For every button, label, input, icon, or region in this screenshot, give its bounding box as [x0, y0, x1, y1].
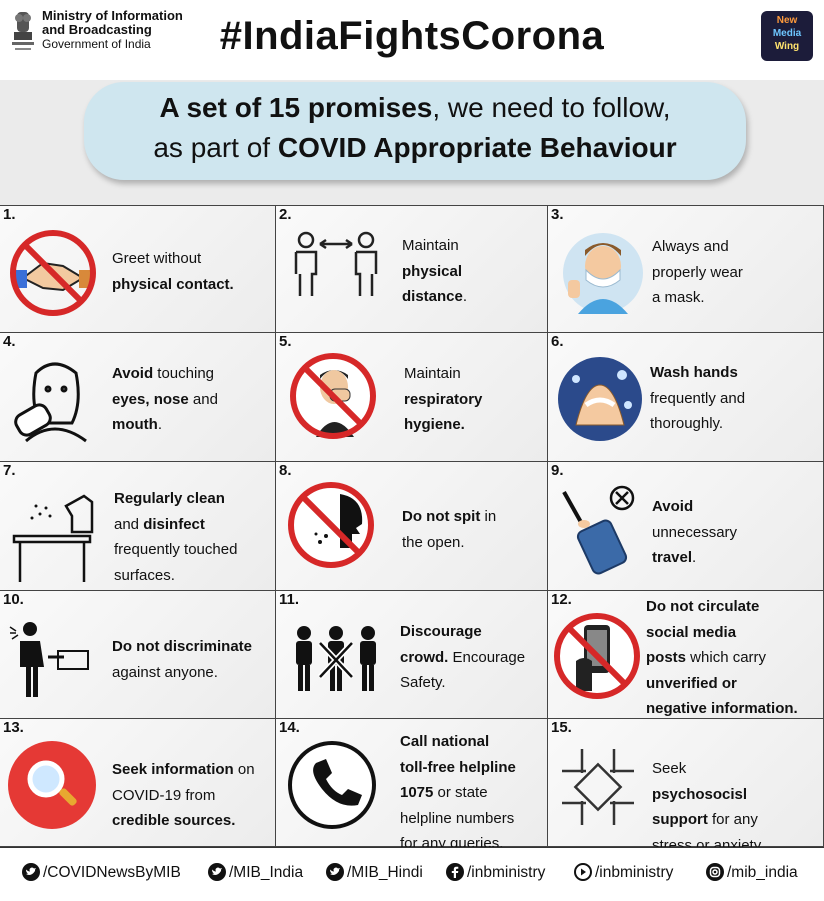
promise-number: 7. [3, 462, 16, 479]
promise-cell-2: 2. Maintain physical distance. [276, 205, 548, 333]
logo-line-3: Wing [774, 41, 800, 52]
social-handle-label: /inbministry [467, 864, 546, 881]
promise-text: Regularly clean and disinfect frequently t… [114, 490, 238, 584]
joined-hands-icon [552, 741, 644, 837]
facebook-icon [446, 863, 467, 881]
twitter-icon [208, 863, 229, 881]
promise-text: Do not circulate social media posts which … [646, 598, 798, 717]
promise-cell-11: 11. Discourage crowd. Encourage Safety. [276, 591, 548, 719]
promise-cell-12: 12. Do not circulate social media posts whi… [548, 591, 824, 719]
masked-person-icon [558, 228, 648, 318]
promise-text: Maintain respiratory hygiene. [404, 365, 483, 433]
banner-area: A set of 15 promises, we need to follow,… [0, 80, 824, 205]
logo-line-1: New [776, 15, 798, 26]
promise-number: 8. [279, 462, 292, 479]
physical-distance-icon [290, 230, 382, 304]
promise-text: Avoid unnecessary travel. [652, 498, 738, 566]
hashtag-title: #IndiaFightsCorona [219, 14, 605, 58]
promise-cell-9: 9. Avoid unnecessary travel. [548, 462, 824, 591]
promise-text: Avoid touching eyes, nose and mouth. [112, 365, 218, 433]
logo-line-2: Media [772, 28, 802, 39]
search-info-icon [0, 741, 104, 833]
social-handle-twitter[interactable]: /MIB_Hindi [326, 863, 423, 882]
hand-wash-icon [556, 355, 644, 447]
promise-number: 15. [551, 719, 572, 736]
promise-text: Call national toll-free helpline 1075 or s… [400, 733, 516, 852]
promise-text: Seek information on COVID-19 from credible… [112, 761, 255, 829]
promise-text: Discourage crowd. Encourage Safety. [400, 623, 526, 691]
banner-line-2: as part of COVID Appropriate Behaviour [84, 132, 746, 164]
promise-cell-14: 14. Call national toll-free helpline 1075 o… [276, 719, 548, 852]
promise-number: 9. [551, 462, 564, 479]
social-handle-facebook[interactable]: /inbministry [446, 863, 545, 882]
youtube-icon [574, 863, 595, 881]
promise-text: Maintain physical distance. [402, 237, 468, 305]
discrimination-icon [8, 617, 100, 707]
promise-text: Seek psychosocisl support for any stress o… [652, 760, 765, 854]
no-crowd-icon [290, 623, 382, 697]
ministry-line-2: and Broadcasting [42, 22, 152, 37]
promise-cell-6: 6. Wash hands frequently and thoroughly. [548, 333, 824, 462]
promise-number: 14. [279, 719, 300, 736]
promise-number: 13. [3, 719, 24, 736]
national-emblem-icon [12, 12, 34, 50]
promises-banner: A set of 15 promises, we need to follow,… [84, 82, 746, 180]
promise-number: 4. [3, 333, 16, 350]
promise-cell-10: 10. Do not discriminate against anyone. [0, 591, 276, 719]
promise-number: 10. [3, 591, 24, 608]
promise-cell-7: 7. Regularly clean and disinfect frequently… [0, 462, 276, 591]
twitter-icon [326, 863, 347, 881]
banner-line-2-bold: COVID Appropriate Behaviour [277, 132, 677, 163]
banner-line-1-bold: A set of 15 promises [159, 92, 433, 123]
cough-cover-icon [288, 351, 380, 447]
twitter-icon [22, 863, 43, 881]
promise-text: Greet without physical contact. [112, 250, 234, 293]
promise-number: 12. [551, 591, 572, 608]
ministry-line-3: Government of India [42, 37, 151, 51]
instagram-icon [706, 863, 727, 881]
promise-number: 5. [279, 333, 292, 350]
ministry-name: Ministry of Information and Broadcasting… [42, 8, 183, 52]
promise-number: 2. [279, 206, 292, 223]
banner-line-1: A set of 15 promises, we need to follow, [84, 92, 746, 124]
social-handle-label: /mib_india [727, 864, 798, 881]
promise-cell-13: 13. Seek information on COVID-19 from credi… [0, 719, 276, 847]
promise-text: Do not discriminate against anyone. [112, 638, 253, 681]
promise-cell-1: 1. Greet without physical contact. [0, 205, 276, 333]
social-handle-youtube[interactable]: /inbministry [574, 863, 673, 882]
social-handle-label: /inbministry [595, 864, 674, 881]
social-handle-label: /MIB_India [229, 864, 304, 881]
social-handle-instagram[interactable]: /mib_india [706, 863, 798, 882]
header: Ministry of Information and Broadcasting… [0, 0, 824, 80]
promise-cell-4: 4. Avoid touching eyes, nose and mouth. [0, 333, 276, 462]
banner-line-1-rest: , we need to follow, [432, 92, 671, 123]
promises-grid: 1. Greet without physical contact. 2. Mainta… [0, 205, 824, 854]
promise-number: 3. [551, 206, 564, 223]
no-handshake-icon [8, 228, 98, 322]
new-media-wing-logo: New Media Wing [761, 11, 813, 61]
promise-cell-3: 3. Always and properly wear a mask. [548, 205, 824, 333]
promise-number: 6. [551, 333, 564, 350]
social-footer: /COVIDNewsByMIB/MIB_India/MIB_Hindi/inbm… [0, 847, 824, 901]
no-spitting-icon [286, 480, 378, 576]
social-handle-twitter[interactable]: /COVIDNewsByMIB [22, 863, 181, 882]
promise-number: 11. [279, 591, 300, 608]
social-handle-label: /MIB_Hindi [347, 864, 423, 881]
promise-cell-15: 15. Seek psychosocisl support for any stres… [548, 719, 824, 854]
social-handle-label: /COVIDNewsByMIB [43, 864, 181, 881]
promise-cell-5: 5. Maintain respiratory hygiene. [276, 333, 548, 462]
touch-face-icon [8, 353, 100, 449]
social-handle-twitter[interactable]: /MIB_India [208, 863, 303, 882]
promise-number: 1. [3, 206, 16, 223]
ministry-line-1: Ministry of Information [42, 8, 183, 23]
promise-text: Wash hands frequently and thoroughly. [650, 364, 746, 432]
phone-call-icon [286, 739, 378, 835]
no-phone-forward-icon [552, 611, 644, 707]
promise-text: Do not spit in the open. [402, 508, 497, 551]
no-travel-icon [552, 484, 644, 584]
promise-text: Always and properly wear a mask. [652, 238, 743, 306]
promise-cell-8: 8. Do not spit in the open. [276, 462, 548, 591]
banner-line-2-plain: as part of [153, 132, 278, 163]
disinfect-spray-icon [6, 484, 106, 588]
